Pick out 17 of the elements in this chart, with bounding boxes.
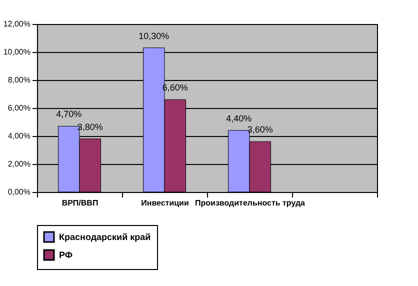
y-tick-label: 4,00% [8,132,30,140]
data-label: 10,30% [138,30,170,41]
legend-label: Краснодарский край [59,232,151,242]
y-tick-label: 8,00% [8,76,30,84]
data-label: 4,40% [226,113,252,124]
y-tick-label: 2,00% [8,160,30,168]
y-tick-label: 0,00% [8,188,30,196]
data-label: 3,80% [77,122,103,132]
x-tick-label: Инвестиции [141,198,189,208]
y-tick-label: 12,00% [3,20,30,28]
data-label: 4,70% [56,109,82,120]
y-tick-label: 10,00% [3,48,30,56]
data-label: 3,60% [247,124,273,135]
x-tick-label: ВРП/ВВП [62,198,98,208]
legend-label: РФ [59,250,73,260]
x-tick-label: Производительность труда [195,198,306,208]
y-tick-label: 6,00% [8,104,30,112]
